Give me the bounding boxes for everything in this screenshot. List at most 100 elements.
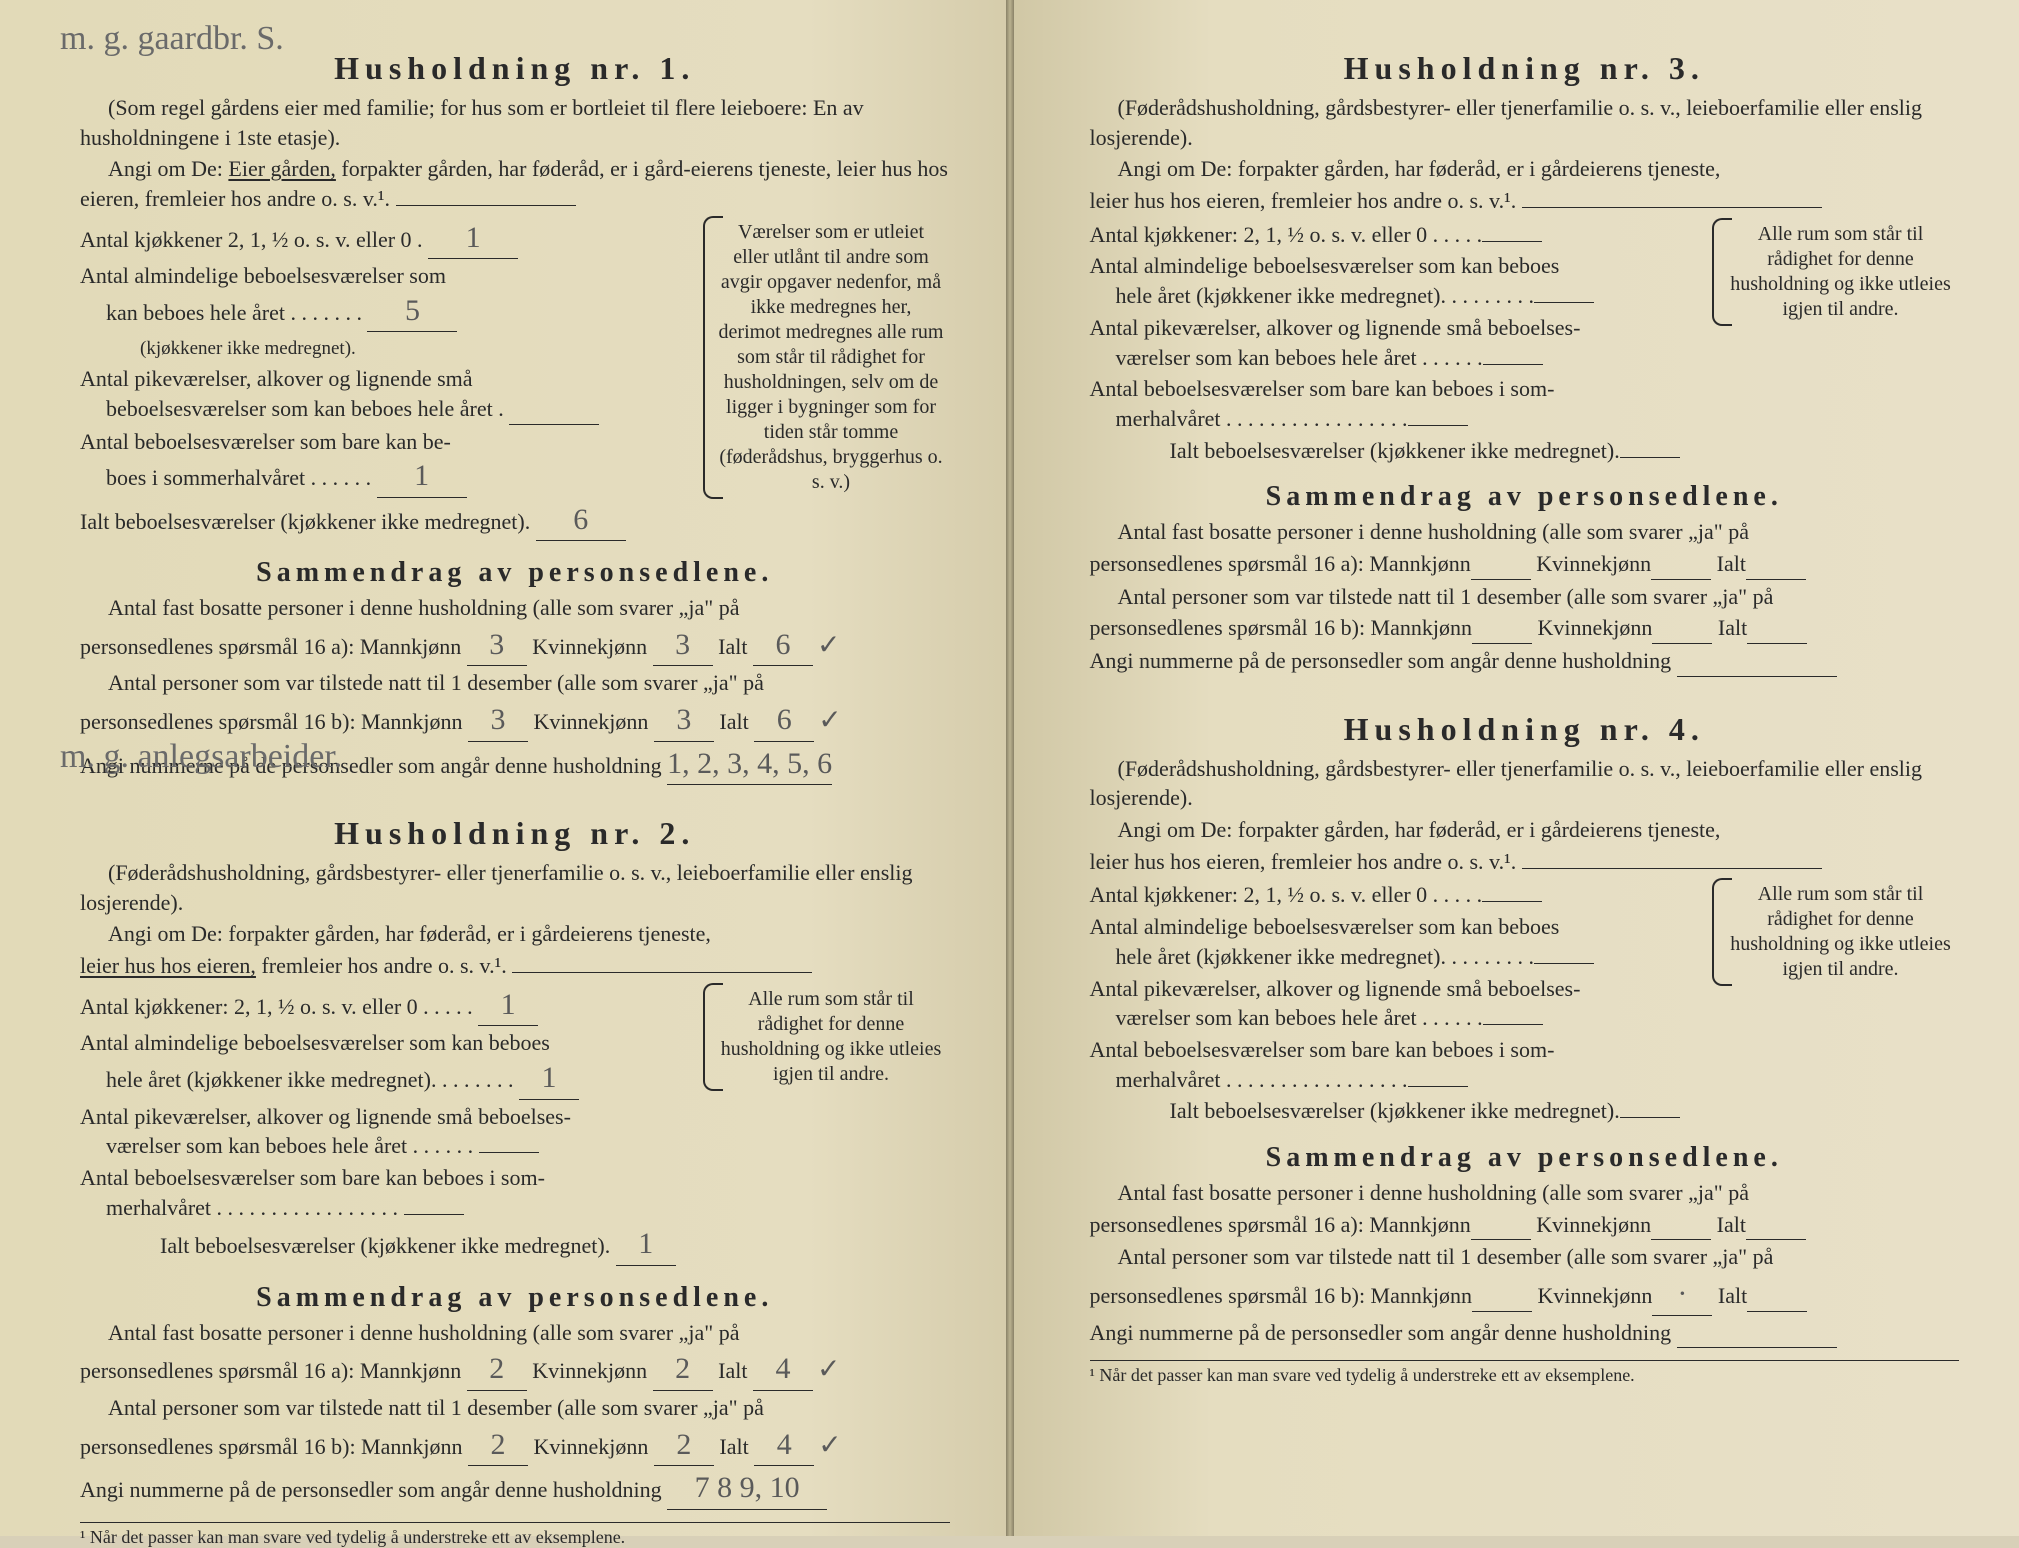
s16b-i: 6 <box>777 700 792 741</box>
kjokken-2-label: Antal kjøkkener: 2, 1, ½ o. s. v. eller … <box>80 994 473 1019</box>
alm-4-b: hele året (kjøkkener ikke medregnet). . … <box>1090 944 1534 969</box>
pike-3: Antal pikeværelser, alkover og lignende … <box>1090 313 1713 372</box>
s2-kv-2: Kvinnekjønn <box>534 1434 649 1459</box>
ialt-3-label: Ialt beboelsesværelser (kjøkkener ikke m… <box>1170 438 1620 463</box>
samm-2-l1b: personsedlenes spørsmål 16 a): Mannkjønn… <box>80 1349 950 1391</box>
samm-4-l2: Antal personer som var tilstede natt til… <box>1090 1242 1960 1272</box>
ialt-label2: Ialt <box>718 634 747 659</box>
section-1-angi: Angi om De: Eier gården, forpakter gårde… <box>80 154 950 213</box>
kv-label-2: Kvinnekjønn <box>534 709 649 734</box>
right-page: Husholdning nr. 3. (Føderådshusholdning,… <box>1010 0 2019 1536</box>
ialt-val: 6 <box>573 500 588 541</box>
alm-3-b: hele året (kjøkkener ikke medregnet). . … <box>1090 283 1534 308</box>
kjokken-3-label: Antal kjøkkener: 2, 1, ½ o. s. v. eller … <box>1090 222 1483 247</box>
angi-3-b: leier hus hos eieren, fremleier hos andr… <box>1090 188 1517 213</box>
alm-label-b: kan beboes hele året . . . . . . . <box>80 300 362 325</box>
section-4-angi: Angi om De: forpakter gården, har føderå… <box>1090 815 1960 845</box>
kjokken-4-label: Antal kjøkkener: 2, 1, ½ o. s. v. eller … <box>1090 882 1483 907</box>
section-3-angi2: leier hus hos eieren, fremleier hos andr… <box>1090 186 1960 216</box>
s2-16b-m: 2 <box>491 1425 506 1466</box>
samm-1-line1: Antal fast bosatte personer i denne hush… <box>80 593 950 623</box>
sommer-3-a: Antal beboelsesværelser som bare kan beb… <box>1090 376 1555 401</box>
kjokken-2-val: 1 <box>501 985 516 1026</box>
sidebox-2-text: Alle rum som står til rådighet for denne… <box>721 988 942 1085</box>
s16b-m: 3 <box>491 700 506 741</box>
section-2-angi: Angi om De: forpakter gården, har føderå… <box>80 919 950 949</box>
sommer-3-b: merhalvåret . . . . . . . . . . . . . . … <box>1090 406 1408 431</box>
samm-2-l1: Antal fast bosatte personer i denne hush… <box>80 1318 950 1348</box>
ialt-4-label: Ialt beboelsesværelser (kjøkkener ikke m… <box>1170 1098 1620 1123</box>
sommer-2-b: merhalvåret . . . . . . . . . . . . . . … <box>80 1195 398 1220</box>
nummer-3-label: Angi nummerne på de personsedler som ang… <box>1090 648 1672 673</box>
samm-1-line2: Antal personer som var tilstede natt til… <box>80 668 950 698</box>
sidebox-4-text: Alle rum som står til rådighet for denne… <box>1730 883 1951 980</box>
sommer-line: Antal beboelsesværelser som bare kan be-… <box>80 427 703 498</box>
handwritten-note-2: m. g. anlegsarbeider. <box>60 738 342 776</box>
s2-16a-i: 4 <box>775 1349 790 1390</box>
ialt-label: Ialt beboelsesværelser (kjøkkener ikke m… <box>80 509 530 534</box>
sommer-2-a: Antal beboelsesværelser som bare kan beb… <box>80 1165 545 1190</box>
section-3-sidebox: Alle rum som står til rådighet for denne… <box>1722 218 1959 326</box>
section-1-sidebox: Værelser som er utleiet eller utlånt til… <box>713 216 950 499</box>
s16a-i: 6 <box>775 625 790 666</box>
footnote-right: ¹ Når det passer kan man svare ved tydel… <box>1090 1360 1960 1386</box>
ialt-line: Ialt beboelsesværelser (kjøkkener ikke m… <box>80 500 703 542</box>
s16a-m: 3 <box>489 625 504 666</box>
ialt-4: Ialt beboelsesværelser (kjøkkener ikke m… <box>1090 1096 1713 1126</box>
alm-2-a: Antal almindelige beboelsesværelser som … <box>80 1030 550 1055</box>
section-4-rooms-row: Antal kjøkkener: 2, 1, ½ o. s. v. eller … <box>1090 878 1960 1128</box>
nummer-2: Angi nummerne på de personsedler som ang… <box>80 1468 950 1510</box>
s2-16a-k: 2 <box>675 1349 690 1390</box>
section-1-rooms-row: Antal kjøkkener 2, 1, ½ o. s. v. eller 0… <box>80 216 950 543</box>
alm-4: Antal almindelige beboelsesværelser som … <box>1090 912 1713 971</box>
alm-line: Antal almindelige beboelsesværelser som … <box>80 261 703 362</box>
kv-label: Kvinnekjønn <box>532 634 647 659</box>
s2-16b-k: 2 <box>676 1425 691 1466</box>
sommer-4-a: Antal beboelsesværelser som bare kan beb… <box>1090 1037 1555 1062</box>
s3-16a-label: personsedlenes spørsmål 16 a): Mannkjønn <box>1090 551 1471 576</box>
section-3-title: Husholdning nr. 3. <box>1090 50 1960 87</box>
ialt-2-label: Ialt beboelsesværelser (kjøkkener ikke m… <box>160 1233 610 1258</box>
pike-line: Antal pikeværelser, alkover og lignende … <box>80 364 703 424</box>
ialt-2: Ialt beboelsesværelser (kjøkkener ikke m… <box>80 1224 703 1266</box>
section-2-title: Husholdning nr. 2. <box>80 815 950 852</box>
sommer-a: Antal beboelsesværelser som bare kan be- <box>80 429 451 454</box>
pike-a: Antal pikeværelser, alkover og lignende … <box>80 366 473 391</box>
section-3-angi: Angi om De: forpakter gården, har føderå… <box>1090 154 1960 184</box>
nummer-val: 1, 2, 3, 4, 5, 6 <box>667 744 832 785</box>
section-2-angi2: leier hus hos eieren, fremleier hos andr… <box>80 951 950 981</box>
samm-4-l1: Antal fast bosatte personer i denne hush… <box>1090 1178 1960 1208</box>
section-2-rooms-row: Antal kjøkkener: 2, 1, ½ o. s. v. eller … <box>80 983 950 1268</box>
s3-ia: Ialt <box>1717 551 1746 576</box>
samm-3-l2: Antal personer som var tilstede natt til… <box>1090 582 1960 612</box>
nummer-4: Angi nummerne på de personsedler som ang… <box>1090 1318 1960 1349</box>
samm-2-title: Sammendrag av personsedlene. <box>80 1282 950 1314</box>
left-page: m. g. gaardbr. S. Husholdning nr. 1. (So… <box>0 0 1010 1536</box>
nummer-4-label: Angi nummerne på de personsedler som ang… <box>1090 1320 1672 1345</box>
pike-4-a: Antal pikeværelser, alkover og lignende … <box>1090 976 1581 1001</box>
s2-16b-label: personsedlenes spørsmål 16 b): Mannkjønn <box>80 1434 463 1459</box>
alm-label-a: Antal almindelige beboelsesværelser som <box>80 263 446 288</box>
s3-kv-2: Kvinnekjønn <box>1538 615 1653 640</box>
s2-16a-label: personsedlenes spørsmål 16 a): Mannkjønn <box>80 1358 461 1383</box>
samm-2-l2b: personsedlenes spørsmål 16 b): Mannkjønn… <box>80 1425 950 1467</box>
section-1-intro: (Som regel gårdens eier med familie; for… <box>80 93 950 152</box>
s4-kv-2: Kvinnekjønn <box>1538 1283 1653 1308</box>
sommer-4-b: merhalvåret . . . . . . . . . . . . . . … <box>1090 1067 1408 1092</box>
sommer-val: 1 <box>414 456 429 497</box>
samm-1-title: Sammendrag av personsedlene. <box>80 557 950 589</box>
samm-2-l2: Antal personer som var tilstede natt til… <box>80 1393 950 1423</box>
pike-4-b: værelser som kan beboes hele året . . . … <box>1090 1005 1483 1030</box>
angi-underlined: Eier gården, <box>228 156 336 181</box>
samm-3-title: Sammendrag av personsedlene. <box>1090 481 1960 513</box>
samm-3-l2b: personsedlenes spørsmål 16 b): Mannkjønn… <box>1090 613 1960 644</box>
handwritten-note-1: m. g. gaardbr. S. <box>60 20 284 58</box>
ialt-label2-2: Ialt <box>719 709 748 734</box>
s2-16a-m: 2 <box>489 1349 504 1390</box>
kjokken-2: Antal kjøkkener: 2, 1, ½ o. s. v. eller … <box>80 985 703 1027</box>
samm-4-l2b: personsedlenes spørsmål 16 b): Mannkjønn… <box>1090 1274 1960 1316</box>
sommer-b: boes i sommerhalvåret . . . . . . <box>80 465 371 490</box>
pike-b: beboelsesværelser som kan beboes hele år… <box>80 396 504 421</box>
pike-2-b: værelser som kan beboes hele året . . . … <box>80 1133 473 1158</box>
angi2-ul: leier hus hos eieren, <box>80 953 256 978</box>
